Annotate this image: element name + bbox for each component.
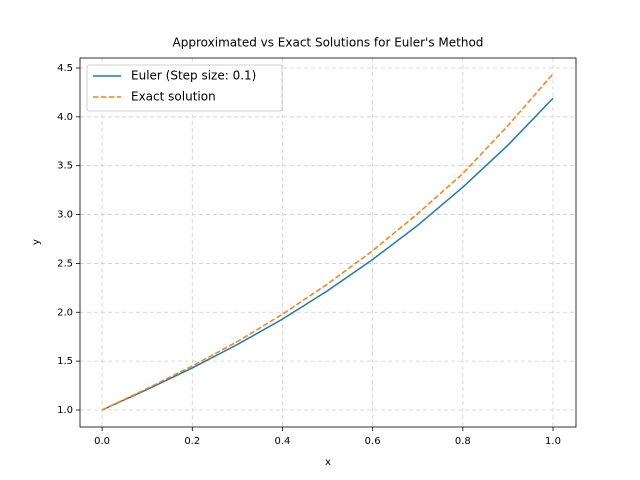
y-tick-label: 3.5 [57, 161, 73, 172]
series-line [101, 73, 554, 411]
x-tick-label: 1.0 [545, 436, 561, 447]
plot-frame [79, 57, 577, 428]
y-tick-label: 2.0 [57, 307, 73, 318]
series-line [101, 97, 554, 411]
legend-label: Exact solution [131, 90, 216, 104]
y-tick-label: 2.5 [57, 258, 73, 269]
y-tick-label: 4.0 [57, 112, 73, 123]
x-tick-label: 0.6 [365, 436, 381, 447]
x-tick-label: 0.2 [184, 436, 200, 447]
y-tick-label: 1.0 [57, 405, 73, 416]
x-tick-label: 0.0 [94, 436, 110, 447]
y-tick-label: 3.0 [57, 210, 73, 221]
y-tick-label: 4.5 [57, 63, 73, 74]
x-axis-label: x [325, 457, 331, 468]
chart-title: Approximated vs Exact Solutions for Eule… [173, 36, 484, 50]
y-tick-label: 1.5 [57, 356, 73, 367]
legend-label: Euler (Step size: 0.1) [131, 69, 256, 83]
x-tick-label: 0.4 [275, 436, 291, 447]
x-tick-label: 0.8 [455, 436, 471, 447]
legend-box [86, 64, 283, 112]
y-axis-label: y [31, 239, 42, 245]
legend: Euler (Step size: 0.1) Exact solution [86, 64, 283, 112]
